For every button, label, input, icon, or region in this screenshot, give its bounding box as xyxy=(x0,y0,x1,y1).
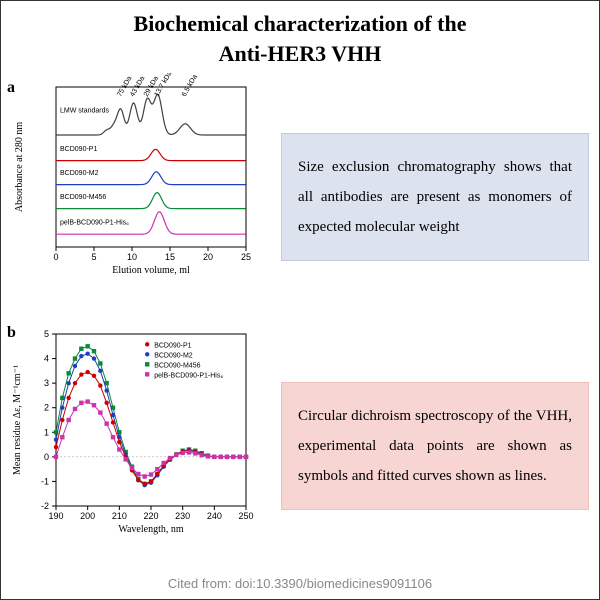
svg-text:15: 15 xyxy=(165,252,175,262)
svg-text:LMW standards: LMW standards xyxy=(60,108,110,115)
svg-text:Wavelength, nm: Wavelength, nm xyxy=(118,524,184,535)
svg-text:pelB-BCD090-P1-His₆: pelB-BCD090-P1-His₆ xyxy=(154,372,223,379)
svg-text:-1: -1 xyxy=(41,476,49,486)
svg-text:Absorbance at 280 nm: Absorbance at 280 nm xyxy=(14,122,25,212)
panel-a-label: a xyxy=(7,79,15,97)
svg-text:BCD090-P1: BCD090-P1 xyxy=(60,146,97,153)
svg-text:250: 250 xyxy=(238,511,253,521)
page-title: Biochemical characterization of the Anti… xyxy=(1,1,599,73)
svg-text:BCD090-M2: BCD090-M2 xyxy=(154,352,193,359)
panel-b-label: b xyxy=(7,324,16,342)
citation: Cited from: doi:10.3390/biomedicines9091… xyxy=(1,570,599,599)
svg-text:2: 2 xyxy=(44,402,49,412)
panel-b-caption: Circular dichroism spectroscopy of the V… xyxy=(281,382,589,510)
svg-text:1: 1 xyxy=(44,427,49,437)
svg-text:BCD090-M456: BCD090-M456 xyxy=(60,194,106,201)
svg-text:3: 3 xyxy=(44,378,49,388)
cd-spectroscopy-chart: 190 200 210 220 230 240 250 -2 -1 0 1 2 3 4 5 Wavelengt… xyxy=(1,322,261,542)
svg-text:0: 0 xyxy=(44,451,49,461)
svg-text:Mean residue Δε, M⁻¹cm⁻¹: Mean residue Δε, M⁻¹cm⁻¹ xyxy=(12,365,23,475)
svg-text:10: 10 xyxy=(127,252,137,262)
panel-a-caption: Size exclusion chromatography shows that… xyxy=(281,133,589,261)
svg-text:pelB-BCD090-P1-His₆: pelB-BCD090-P1-His₆ xyxy=(60,220,129,227)
svg-text:BCD090-M456: BCD090-M456 xyxy=(154,362,200,369)
svg-text:BCD090-M2: BCD090-M2 xyxy=(60,170,99,177)
svg-text:Elution volume, ml: Elution volume, ml xyxy=(112,265,190,276)
svg-text:25: 25 xyxy=(241,252,251,262)
svg-text:230: 230 xyxy=(175,511,190,521)
svg-text:5: 5 xyxy=(44,329,49,339)
svg-text:200: 200 xyxy=(80,511,95,521)
svg-text:0: 0 xyxy=(53,252,58,262)
svg-text:190: 190 xyxy=(48,511,63,521)
title-line-2: Anti-HER3 VHH xyxy=(21,41,579,67)
svg-text:220: 220 xyxy=(143,511,158,521)
svg-text:BCD090-P1: BCD090-P1 xyxy=(154,342,191,349)
svg-text:210: 210 xyxy=(112,511,127,521)
svg-text:4: 4 xyxy=(44,353,49,363)
svg-text:20: 20 xyxy=(203,252,213,262)
sec-chromatography-chart: 0 5 10 15 20 25 Elution volume, ml Absorbance a… xyxy=(1,73,261,283)
svg-text:240: 240 xyxy=(207,511,222,521)
svg-text:5: 5 xyxy=(91,252,96,262)
svg-text:-2: -2 xyxy=(41,501,49,511)
title-line-1: Biochemical characterization of the xyxy=(21,11,579,37)
